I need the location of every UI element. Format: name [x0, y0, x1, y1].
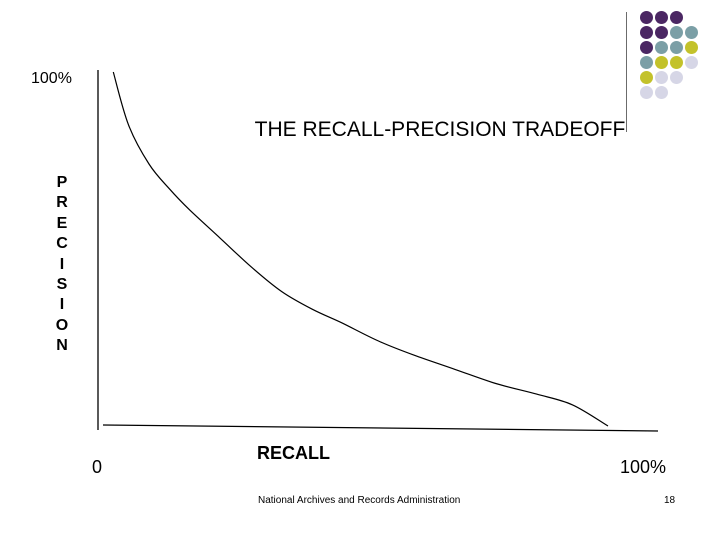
decorative-dot [655, 26, 668, 39]
y-axis-title-letter: I [59, 255, 65, 273]
decorative-dot [640, 86, 653, 99]
decorative-dot [640, 26, 653, 39]
y-axis-title-letter: R [56, 194, 68, 212]
decorative-dot [685, 41, 698, 54]
y-axis-title-letter: O [55, 316, 69, 334]
decorative-dot-grid [636, 7, 720, 119]
slide-title: THE RECALL-PRECISION TRADEOFF [254, 118, 626, 141]
decorative-dot [655, 11, 668, 24]
tradeoff-curve [112, 71, 609, 427]
y-axis-title-letter: P [56, 174, 68, 191]
x-axis-line [102, 424, 659, 432]
y-axis-title-letter: E [56, 214, 68, 232]
x-axis-title: RECALL [257, 443, 330, 463]
y-axis-title-letter: C [56, 235, 68, 253]
decorative-dot [640, 56, 653, 69]
decorative-divider [626, 12, 627, 132]
page-number: 18 [664, 495, 676, 506]
decorative-dot [670, 56, 683, 69]
decorative-dot [655, 86, 668, 99]
decorative-dot [670, 71, 683, 84]
decorative-dot [670, 41, 683, 54]
y-axis-title-letter: I [59, 296, 65, 314]
decorative-dot [670, 11, 683, 24]
decorative-dot [655, 41, 668, 54]
decorative-dot [655, 71, 668, 84]
y-axis-title-letter: N [56, 337, 68, 355]
x-axis-start-label: 0 [92, 457, 103, 477]
decorative-dot [640, 41, 653, 54]
decorative-dot [685, 26, 698, 39]
y-axis-title-letter: S [56, 276, 68, 294]
y-axis-top-label: 100% [31, 70, 72, 87]
decorative-dot [640, 11, 653, 24]
decorative-dot [670, 26, 683, 39]
footer-text: National Archives and Records Administra… [258, 495, 461, 506]
decorative-dot [655, 56, 668, 69]
decorative-dot [640, 71, 653, 84]
decorative-dot [685, 56, 698, 69]
x-axis-end-label: 100% [620, 457, 667, 477]
